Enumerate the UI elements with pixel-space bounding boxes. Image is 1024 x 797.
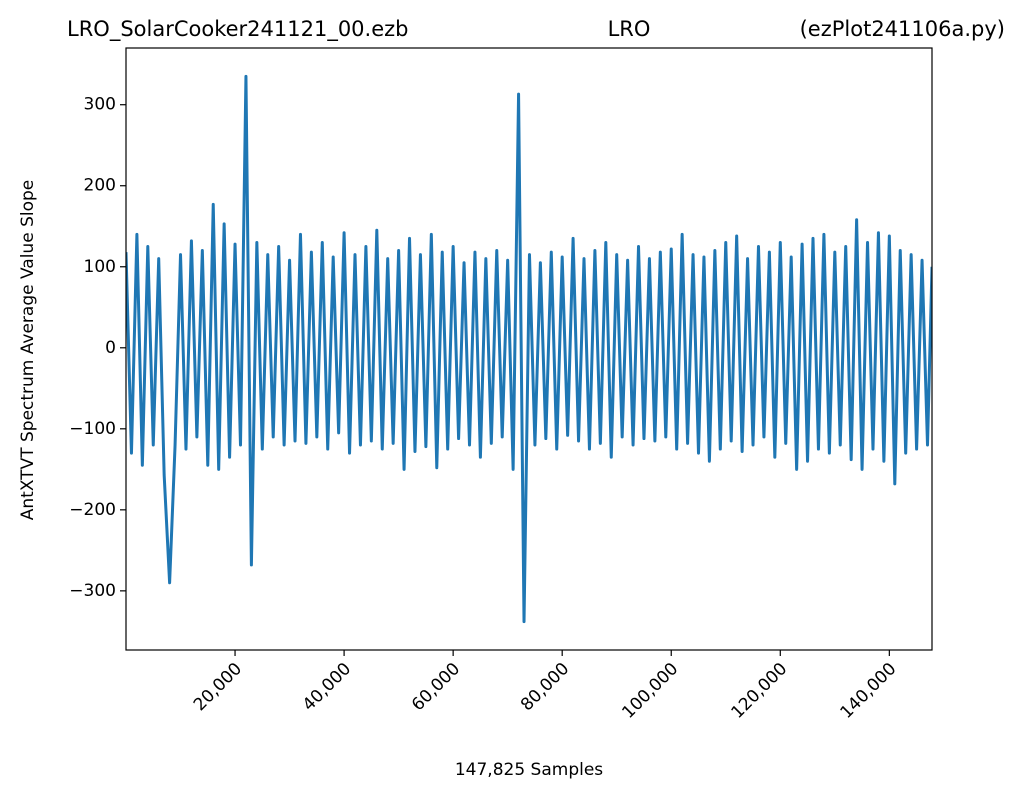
x-tick-label: 120,000	[727, 659, 791, 723]
y-tick-label: 0	[105, 338, 116, 358]
x-tick-label: 20,000	[190, 659, 246, 715]
data-line	[126, 74, 932, 624]
y-tick-label: 100	[84, 257, 116, 277]
y-tick-label: −100	[69, 419, 116, 439]
x-tick-label: 60,000	[408, 659, 464, 715]
plot-area	[126, 74, 932, 624]
title-right: (ezPlot241106a.py)	[800, 17, 1005, 41]
x-tick-label: 140,000	[837, 659, 901, 723]
y-tick-label: −200	[69, 500, 116, 520]
y-tick-label: 300	[84, 95, 116, 115]
y-tick-label: 200	[84, 176, 116, 196]
title-left: LRO_SolarCooker241121_00.ezb	[67, 17, 409, 42]
y-axis-label: AntXTVT Spectrum Average Value Slope	[18, 180, 38, 520]
x-tick-label: 80,000	[517, 659, 573, 715]
x-tick-label: 40,000	[299, 659, 355, 715]
y-tick-label: −300	[69, 581, 116, 601]
x-tick-label: 100,000	[618, 659, 682, 723]
axes-frame	[125, 47, 933, 651]
x-axis-label: 147,825 Samples	[455, 760, 603, 780]
title-center: LRO	[608, 17, 651, 41]
